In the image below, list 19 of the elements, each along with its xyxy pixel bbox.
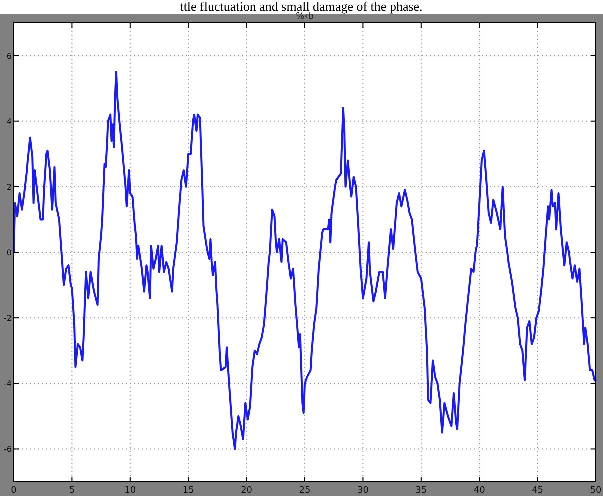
chart-title: %‹b: [296, 12, 314, 22]
y-tick-label: 4: [6, 117, 12, 126]
x-tick-label: 5: [69, 486, 76, 496]
x-tick-label: 25: [299, 486, 311, 496]
x-tick-label: 10: [124, 486, 136, 496]
x-tick-label: 20: [241, 486, 253, 496]
line-series: [13, 71, 597, 450]
y-tick-label: 0: [6, 248, 12, 258]
y-tick-label: 2: [6, 182, 12, 192]
y-tick-label: -6: [4, 445, 12, 454]
x-tick-label: 35: [416, 486, 428, 496]
x-tick-label: 30: [357, 486, 370, 496]
x-tick-label: 50: [590, 486, 602, 496]
x-tick-label: 15: [182, 486, 194, 496]
y-tick-label: 6: [6, 52, 12, 61]
x-tick-label: 40: [474, 486, 486, 496]
y-tick-label: -4: [4, 380, 12, 389]
y-tick-label: -2: [4, 314, 12, 324]
x-tick-label: 45: [532, 486, 544, 496]
